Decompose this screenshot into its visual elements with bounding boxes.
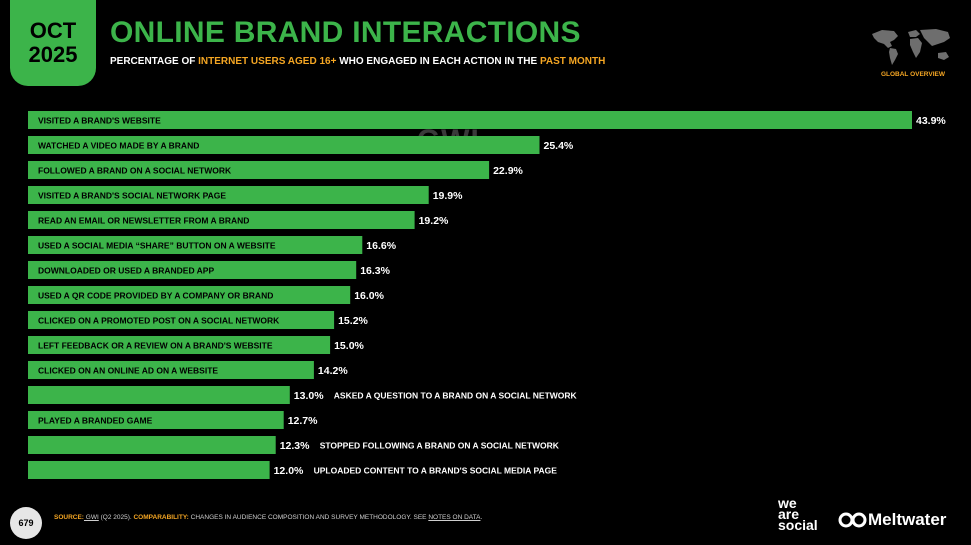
- bar-value-label-7: 16.3%: [360, 265, 390, 277]
- bar-1: [28, 111, 912, 129]
- bar-value-label-4: 19.9%: [433, 190, 463, 202]
- bar-value-label-9: 15.2%: [338, 315, 368, 327]
- region-label: GLOBAL OVERVIEW: [880, 71, 945, 78]
- bar-category-label-4: VISITED A BRAND'S SOCIAL NETWORK PAGE: [38, 191, 226, 201]
- page-subtitle: PERCENTAGE OF INTERNET USERS AGED 16+ WH…: [110, 56, 605, 67]
- bar-value-label-5: 19.2%: [419, 215, 449, 227]
- bar-value-label-13: 12.7%: [288, 415, 318, 427]
- bar-category-label-12: ASKED A QUESTION TO A BRAND ON A SOCIAL …: [334, 391, 578, 401]
- date-month: OCT: [29, 18, 77, 43]
- subtitle-highlight-2: PAST MONTH: [539, 56, 606, 67]
- bar-category-label-7: DOWNLOADED OR USED A BRANDED APP: [38, 266, 214, 276]
- bar-value-label-10: 15.0%: [334, 340, 364, 352]
- bar-category-label-10: LEFT FEEDBACK OR A REVIEW ON A BRAND'S W…: [38, 341, 273, 351]
- bar-2: [28, 136, 540, 154]
- bar-category-label-15: UPLOADED CONTENT TO A BRAND'S SOCIAL MED…: [314, 466, 558, 476]
- source-key: SOURCE:: [54, 514, 84, 521]
- notes-end: .: [480, 514, 483, 521]
- bar-value-label-12: 13.0%: [294, 390, 324, 402]
- subtitle-text-2: WHO ENGAGED IN EACH ACTION IN THE: [336, 56, 540, 67]
- bar-9: [28, 311, 335, 329]
- bar-category-label-5: READ AN EMAIL OR NEWSLETTER FROM A BRAND: [38, 216, 249, 226]
- source-note: SOURCE: GWI (Q2 2025). COMPARABILITY: CH…: [54, 514, 482, 521]
- meltwater-wordmark: Meltwater: [868, 510, 947, 529]
- bar-category-label-6: USED A SOCIAL MEDIA “SHARE” BUTTON ON A …: [38, 241, 276, 251]
- page-number: 679: [10, 507, 42, 539]
- bar-13: [28, 411, 284, 429]
- bar-category-label-8: USED A QR CODE PROVIDED BY A COMPANY OR …: [38, 291, 273, 301]
- world-map-icon: [872, 29, 950, 65]
- bar-category-label-1: VISITED A BRAND'S WEBSITE: [38, 116, 161, 126]
- bar-category-label-14: STOPPED FOLLOWING A BRAND ON A SOCIAL NE…: [320, 441, 560, 451]
- bar-12: [28, 386, 290, 404]
- comparability-key: COMPARABILITY:: [133, 514, 189, 521]
- bar-5: [28, 211, 415, 229]
- date-badge: OCT 2025: [10, 0, 96, 86]
- page-title: ONLINE BRAND INTERACTIONS: [110, 16, 581, 49]
- logo-line-are: are: [778, 506, 800, 522]
- bar-value-label-2: 25.4%: [544, 140, 574, 152]
- bar-category-label-3: FOLLOWED A BRAND ON A SOCIAL NETWORK: [38, 166, 232, 176]
- bar-11: [28, 361, 314, 379]
- bar-8: [28, 286, 351, 304]
- bar-value-label-6: 16.6%: [366, 240, 396, 252]
- bar-value-label-14: 12.3%: [280, 440, 310, 452]
- bar-category-label-11: CLICKED ON AN ONLINE AD ON A WEBSITE: [38, 366, 218, 376]
- we-are-social-logo: we are social: [778, 495, 818, 533]
- source-period: (Q2 2025).: [98, 514, 134, 521]
- subtitle-highlight-1: INTERNET USERS AGED 16+: [198, 56, 337, 67]
- logo-line-social: social: [778, 517, 818, 533]
- bar-10: [28, 336, 331, 354]
- bar-value-label-8: 16.0%: [354, 290, 384, 302]
- bar-15: [28, 461, 270, 479]
- meltwater-mark-icon: [838, 512, 867, 528]
- bar-category-label-9: CLICKED ON A PROMOTED POST ON A SOCIAL N…: [38, 316, 280, 326]
- bar-value-label-11: 14.2%: [318, 365, 348, 377]
- subtitle-text-1: PERCENTAGE OF: [110, 56, 199, 67]
- date-year: 2025: [28, 42, 78, 67]
- bar-value-label-3: 22.9%: [493, 165, 523, 177]
- logo-line-we: we: [778, 495, 797, 511]
- comparability-text: CHANGES IN AUDIENCE COMPOSITION AND SURV…: [188, 514, 429, 521]
- source-link[interactable]: GWI: [83, 514, 99, 521]
- notes-on-data-link[interactable]: NOTES ON DATA: [428, 514, 481, 521]
- bar-value-label-15: 12.0%: [274, 465, 304, 477]
- bar-value-label-1: 43.9%: [916, 115, 946, 127]
- bar-3: [28, 161, 490, 179]
- meltwater-logo: Meltwater: [838, 510, 946, 530]
- bar-7: [28, 261, 357, 279]
- bar-6: [28, 236, 363, 254]
- bar-category-label-13: PLAYED A BRANDED GAME: [38, 416, 153, 426]
- bar-category-label-2: WATCHED A VIDEO MADE BY A BRAND: [38, 141, 199, 151]
- bar-4: [28, 186, 429, 204]
- bar-14: [28, 436, 276, 454]
